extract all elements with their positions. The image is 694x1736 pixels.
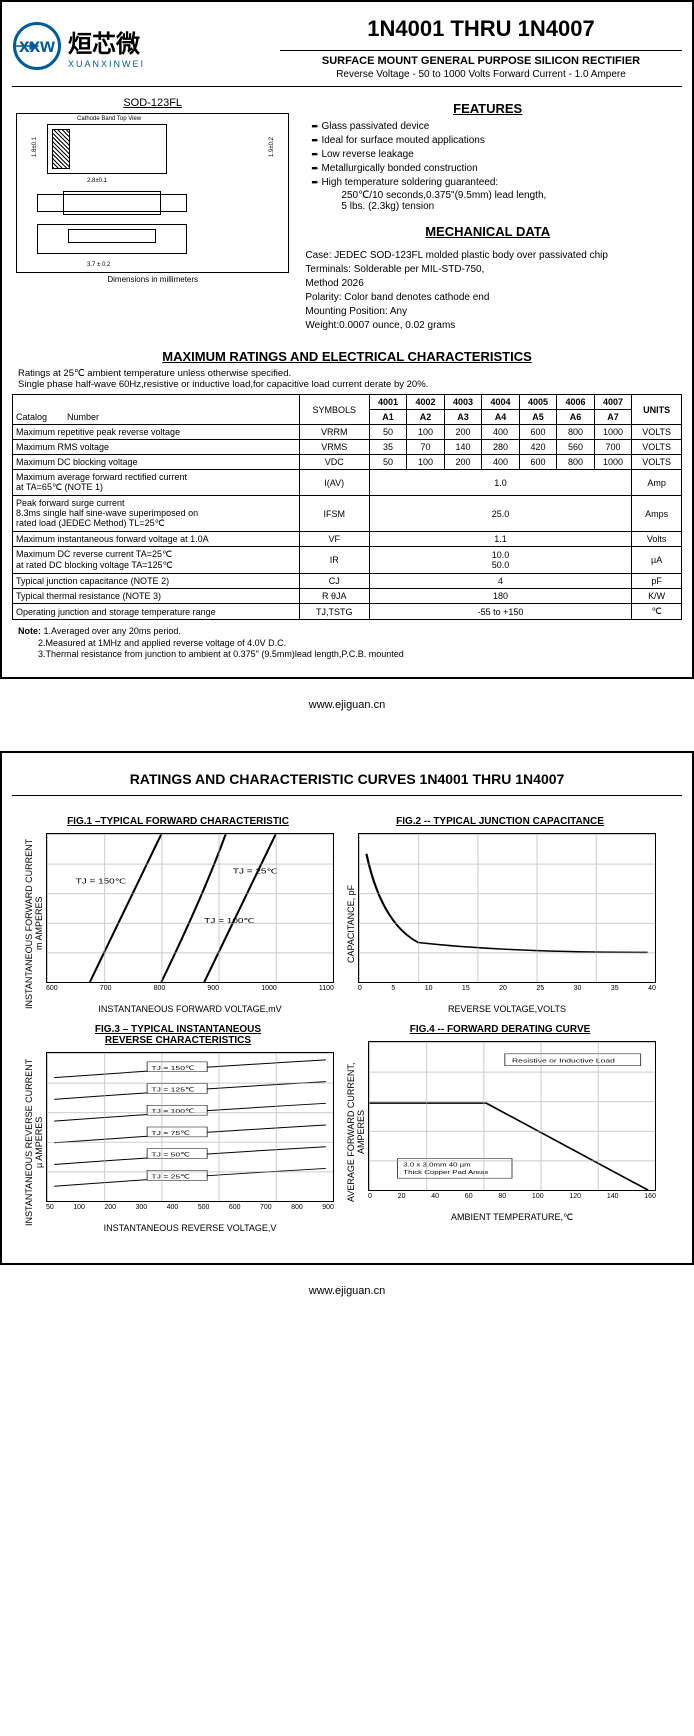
title-block: 1N4001 THRU 1N4007 SURFACE MOUNT GENERAL… bbox=[280, 12, 682, 80]
figure-2: FIG.2 -- TYPICAL JUNCTION CAPACITANCECAP… bbox=[344, 816, 656, 1014]
table-head: Catalog NumberSYMBOLS4001400240034004400… bbox=[13, 395, 682, 425]
features-block: FEATURES Glass passivated device Ideal f… bbox=[293, 93, 682, 341]
figure-4: FIG.4 -- FORWARD DERATING CURVEAVERAGE F… bbox=[344, 1024, 656, 1233]
mech-title: MECHANICAL DATA bbox=[301, 224, 674, 239]
logo-en: XUANXINWEI bbox=[68, 59, 145, 69]
package-block: SOD-123FL Cathode Band Top View 2.8±0.1 … bbox=[12, 93, 293, 341]
features-title: FEATURES bbox=[301, 101, 674, 116]
feat-item: Glass passivated device bbox=[311, 120, 674, 134]
ratings-title: MAXIMUM RATINGS AND ELECTRICAL CHARACTER… bbox=[12, 349, 682, 364]
ratings-pre-note: Ratings at 25℃ ambient temperature unles… bbox=[12, 366, 682, 392]
ratings-table: Catalog NumberSYMBOLS4001400240034004400… bbox=[12, 394, 682, 620]
feat-item: High temperature soldering guaranteed: bbox=[311, 176, 674, 190]
feat-item: Ideal for surface mouted applications bbox=[311, 134, 674, 148]
curves-grid: FIG.1 –TYPICAL FORWARD CHARACTERISTICINS… bbox=[12, 796, 682, 1253]
company-logo-icon: xxw bbox=[12, 21, 62, 71]
table-body: Maximum repetitive peak reverse voltageV… bbox=[13, 425, 682, 620]
package-drawing: Cathode Band Top View 2.8±0.1 1.8±0.1 1.… bbox=[16, 113, 289, 273]
figure-3: FIG.3 – TYPICAL INSTANTANEOUS REVERSE CH… bbox=[22, 1024, 334, 1233]
datasheet-page-2: RATINGS AND CHARACTERISTIC CURVES 1N4001… bbox=[0, 751, 694, 1265]
feat-item: Low reverse leakage bbox=[311, 148, 674, 162]
features-list: Glass passivated device Ideal for surfac… bbox=[301, 120, 674, 190]
mech-block: Case: JEDEC SOD-123FL molded plastic bod… bbox=[301, 245, 674, 337]
feat-item: Metallurgically bonded construction bbox=[311, 162, 674, 176]
pkg-dim-caption: Dimensions in millimeters bbox=[16, 275, 289, 284]
feat-indent: 5 lbs. (2.3kg) tension bbox=[301, 201, 674, 212]
notes-block: Note: 1.Averaged over any 20ms period. 2… bbox=[12, 620, 682, 667]
logo-block: xxw 烜芯微 XUANXINWEI bbox=[12, 12, 280, 80]
feature-row: SOD-123FL Cathode Band Top View 2.8±0.1 … bbox=[12, 93, 682, 341]
datasheet-page-1: xxw 烜芯微 XUANXINWEI 1N4001 THRU 1N4007 SU… bbox=[0, 0, 694, 679]
pkg-name: SOD-123FL bbox=[16, 97, 289, 109]
sub2: Reverse Voltage - 50 to 1000 Volts Forwa… bbox=[280, 69, 682, 80]
feat-indent: 250℃/10 seconds,0.375"(9.5mm) lead lengt… bbox=[301, 190, 674, 201]
header: xxw 烜芯微 XUANXINWEI 1N4001 THRU 1N4007 SU… bbox=[12, 12, 682, 87]
website-footer2: www.ejiguan.cn bbox=[0, 1285, 694, 1297]
figure-1: FIG.1 –TYPICAL FORWARD CHARACTERISTICINS… bbox=[22, 816, 334, 1014]
subtitle: SURFACE MOUNT GENERAL PURPOSE SILICON RE… bbox=[280, 55, 682, 67]
website-footer: www.ejiguan.cn bbox=[0, 699, 694, 711]
main-title: 1N4001 THRU 1N4007 bbox=[280, 12, 682, 51]
logo-cn: 烜芯微 bbox=[68, 24, 145, 59]
curves-title: RATINGS AND CHARACTERISTIC CURVES 1N4001… bbox=[12, 763, 682, 796]
